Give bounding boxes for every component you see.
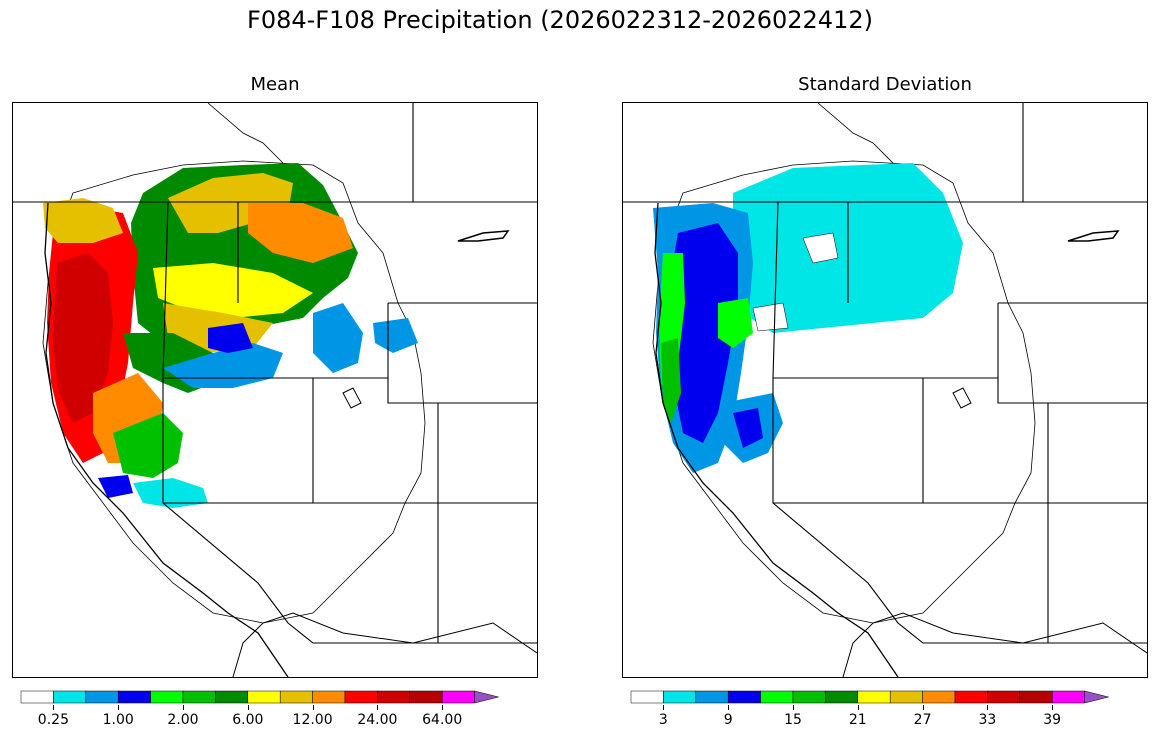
colorbar-tick-label: 3 [658,712,668,728]
mean-region-coast-darkred [53,253,113,423]
colorbar-tick-label: 21 [848,712,867,728]
stddev-colorbar [630,689,1112,705]
colorbar-tick-label: 33 [978,712,997,728]
colorbar-tick [183,705,184,710]
mean-panel-title: Mean [250,74,300,95]
mean-map-svg [13,103,537,677]
colorbar-tick-label: 0.25 [37,712,69,728]
colorbar-tick [922,705,924,710]
std-region-white-gap-2 [752,302,789,332]
std-region-white-gap [802,232,839,264]
colorbar-tick [118,705,120,710]
mean-region-blue-mid [163,343,283,388]
mean-map[interactable] [12,102,538,678]
colorbar-swatch [215,690,249,704]
mean-region-cyan-south [133,478,208,508]
colorbar-swatch [987,690,1021,704]
colorbar-tick-label: 27 [913,712,932,728]
stddev-map-svg [623,103,1147,677]
colorbar-tick-label: 6.00 [232,712,264,728]
colorbar-tick-label: 39 [1043,712,1062,728]
colorbar-swatch [409,690,443,704]
colorbar-tick [987,705,989,710]
colorbar-tick [663,705,665,710]
std-region-green-coast [661,338,681,423]
colorbar-swatch [85,690,119,704]
colorbar-swatch [247,690,281,704]
colorbar-tick-label: 64.00 [422,712,463,728]
mean-region-blue-ne [373,318,418,353]
colorbar-swatch [954,690,988,704]
colorbar-swatch [792,690,826,704]
std-region-deepblue-coast [668,223,738,443]
colorbar-swatch [825,690,859,704]
mean-region-coast-orange-n [43,198,123,243]
mean-colorbar [20,689,502,705]
state-borders [13,103,537,644]
colorbar-svg [630,690,1109,704]
colorbar-tick [857,705,859,710]
colorbar-tick [793,705,794,710]
colorbar-swatch [630,690,664,704]
colorbar-tick [377,705,379,710]
colorbar-tick-label: 1.00 [102,712,134,728]
std-region-lime-mid [718,298,753,348]
colorbar-swatch [1051,690,1085,704]
canada-border-line [817,103,894,164]
colorbar-swatch [344,690,378,704]
mexico-coast [232,612,537,677]
colorbar-swatch [695,690,729,704]
mean-region-yellow-band [153,263,313,318]
colorbar-swatch [922,690,956,704]
mexico-coast [842,612,1147,677]
colorbar-tick-label: 12.00 [292,712,333,728]
colorbar-tick-label: 15 [784,712,802,728]
canada-border-line [207,103,284,164]
colorbar-swatch [20,690,54,704]
figure-title: F084-F108 Precipitation (2026022312-2026… [247,6,873,34]
colorbar-swatch [117,690,151,704]
mean-region-orange-ne [248,203,353,263]
colorbar-tick-label: 24.00 [357,712,398,728]
colorbar-swatch [857,690,891,704]
mean-region-lightblue-east [313,303,363,373]
colorbar-swatch [279,690,313,704]
colorbar-swatch [727,690,761,704]
colorbar-swatch [377,690,411,704]
colorbar-swatch [474,690,499,704]
colorbar-tick [442,705,444,710]
std-region-deepblue-south [733,408,763,448]
colorbar-swatch [663,690,697,704]
colorbar-swatch [150,690,184,704]
colorbar-tick [312,705,314,710]
colorbar-swatch [760,690,794,704]
colorbar-swatch [182,690,216,704]
colorbar-swatch [312,690,346,704]
lake-ne [457,230,510,242]
colorbar-swatch [1084,690,1109,704]
colorbar-tick [1052,705,1054,710]
great-salt-lake [342,387,362,409]
colorbar-tick-label: 9 [723,712,733,728]
great-salt-lake [952,387,972,409]
colorbar-swatch [441,690,475,704]
colorbar-tick [53,705,55,710]
colorbar-tick-label: 2.00 [167,712,199,728]
colorbar-swatch [889,690,923,704]
lake-ne [1067,230,1120,242]
state-borders [623,103,1147,644]
mean-region-lime-south [113,413,183,478]
mean-region-deepblue-mid [208,323,253,353]
stddev-panel-title: Standard Deviation [798,74,972,95]
coastline [44,202,289,677]
colorbar-swatch [53,690,87,704]
colorbar-swatch [1019,690,1053,704]
colorbar-tick [247,705,249,710]
colorbar-svg [20,690,499,704]
stddev-map[interactable] [622,102,1148,678]
coastline [654,202,899,677]
mean-region-deepblue-south [98,475,133,498]
colorbar-tick [728,705,730,710]
